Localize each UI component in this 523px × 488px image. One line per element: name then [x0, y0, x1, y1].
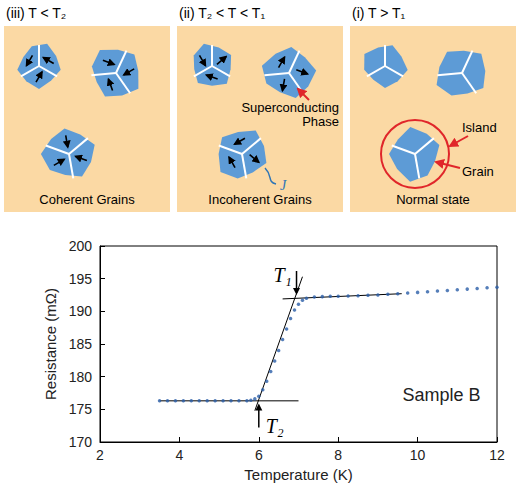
svg-text:J: J — [280, 178, 287, 193]
svg-text:Phase: Phase — [302, 114, 339, 129]
svg-text:190: 190 — [69, 303, 93, 319]
svg-text:Grain: Grain — [462, 164, 494, 179]
svg-text:8: 8 — [334, 447, 342, 463]
svg-text:175: 175 — [69, 401, 93, 417]
svg-text:Sample B: Sample B — [402, 385, 480, 405]
svg-text:Island: Island — [462, 120, 497, 135]
svg-text:185: 185 — [69, 336, 93, 352]
svg-text:Normal state: Normal state — [396, 192, 470, 207]
svg-text:6: 6 — [255, 447, 263, 463]
svg-text:12: 12 — [489, 447, 505, 463]
svg-text:4: 4 — [176, 447, 184, 463]
svg-text:T₁: T₁ — [274, 264, 292, 286]
svg-text:10: 10 — [410, 447, 426, 463]
svg-text:(i) T > T₁: (i) T > T₁ — [352, 5, 406, 21]
svg-text:195: 195 — [69, 271, 93, 287]
svg-text:Superconducting: Superconducting — [241, 100, 339, 115]
svg-text:(ii) T₂ < T < T₁: (ii) T₂ < T < T₁ — [179, 5, 265, 21]
svg-text:T₂: T₂ — [266, 415, 284, 437]
svg-text:Resistance (mΩ): Resistance (mΩ) — [42, 288, 59, 400]
svg-text:(iii) T < T₂: (iii) T < T₂ — [6, 5, 66, 21]
svg-text:Temperature (K): Temperature (K) — [244, 466, 352, 483]
svg-text:2: 2 — [96, 447, 104, 463]
svg-text:180: 180 — [69, 369, 93, 385]
svg-text:200: 200 — [69, 238, 93, 254]
svg-text:Incoherent Grains: Incoherent Grains — [208, 192, 312, 207]
svg-text:Coherent Grains: Coherent Grains — [39, 192, 135, 207]
svg-text:170: 170 — [69, 434, 93, 450]
